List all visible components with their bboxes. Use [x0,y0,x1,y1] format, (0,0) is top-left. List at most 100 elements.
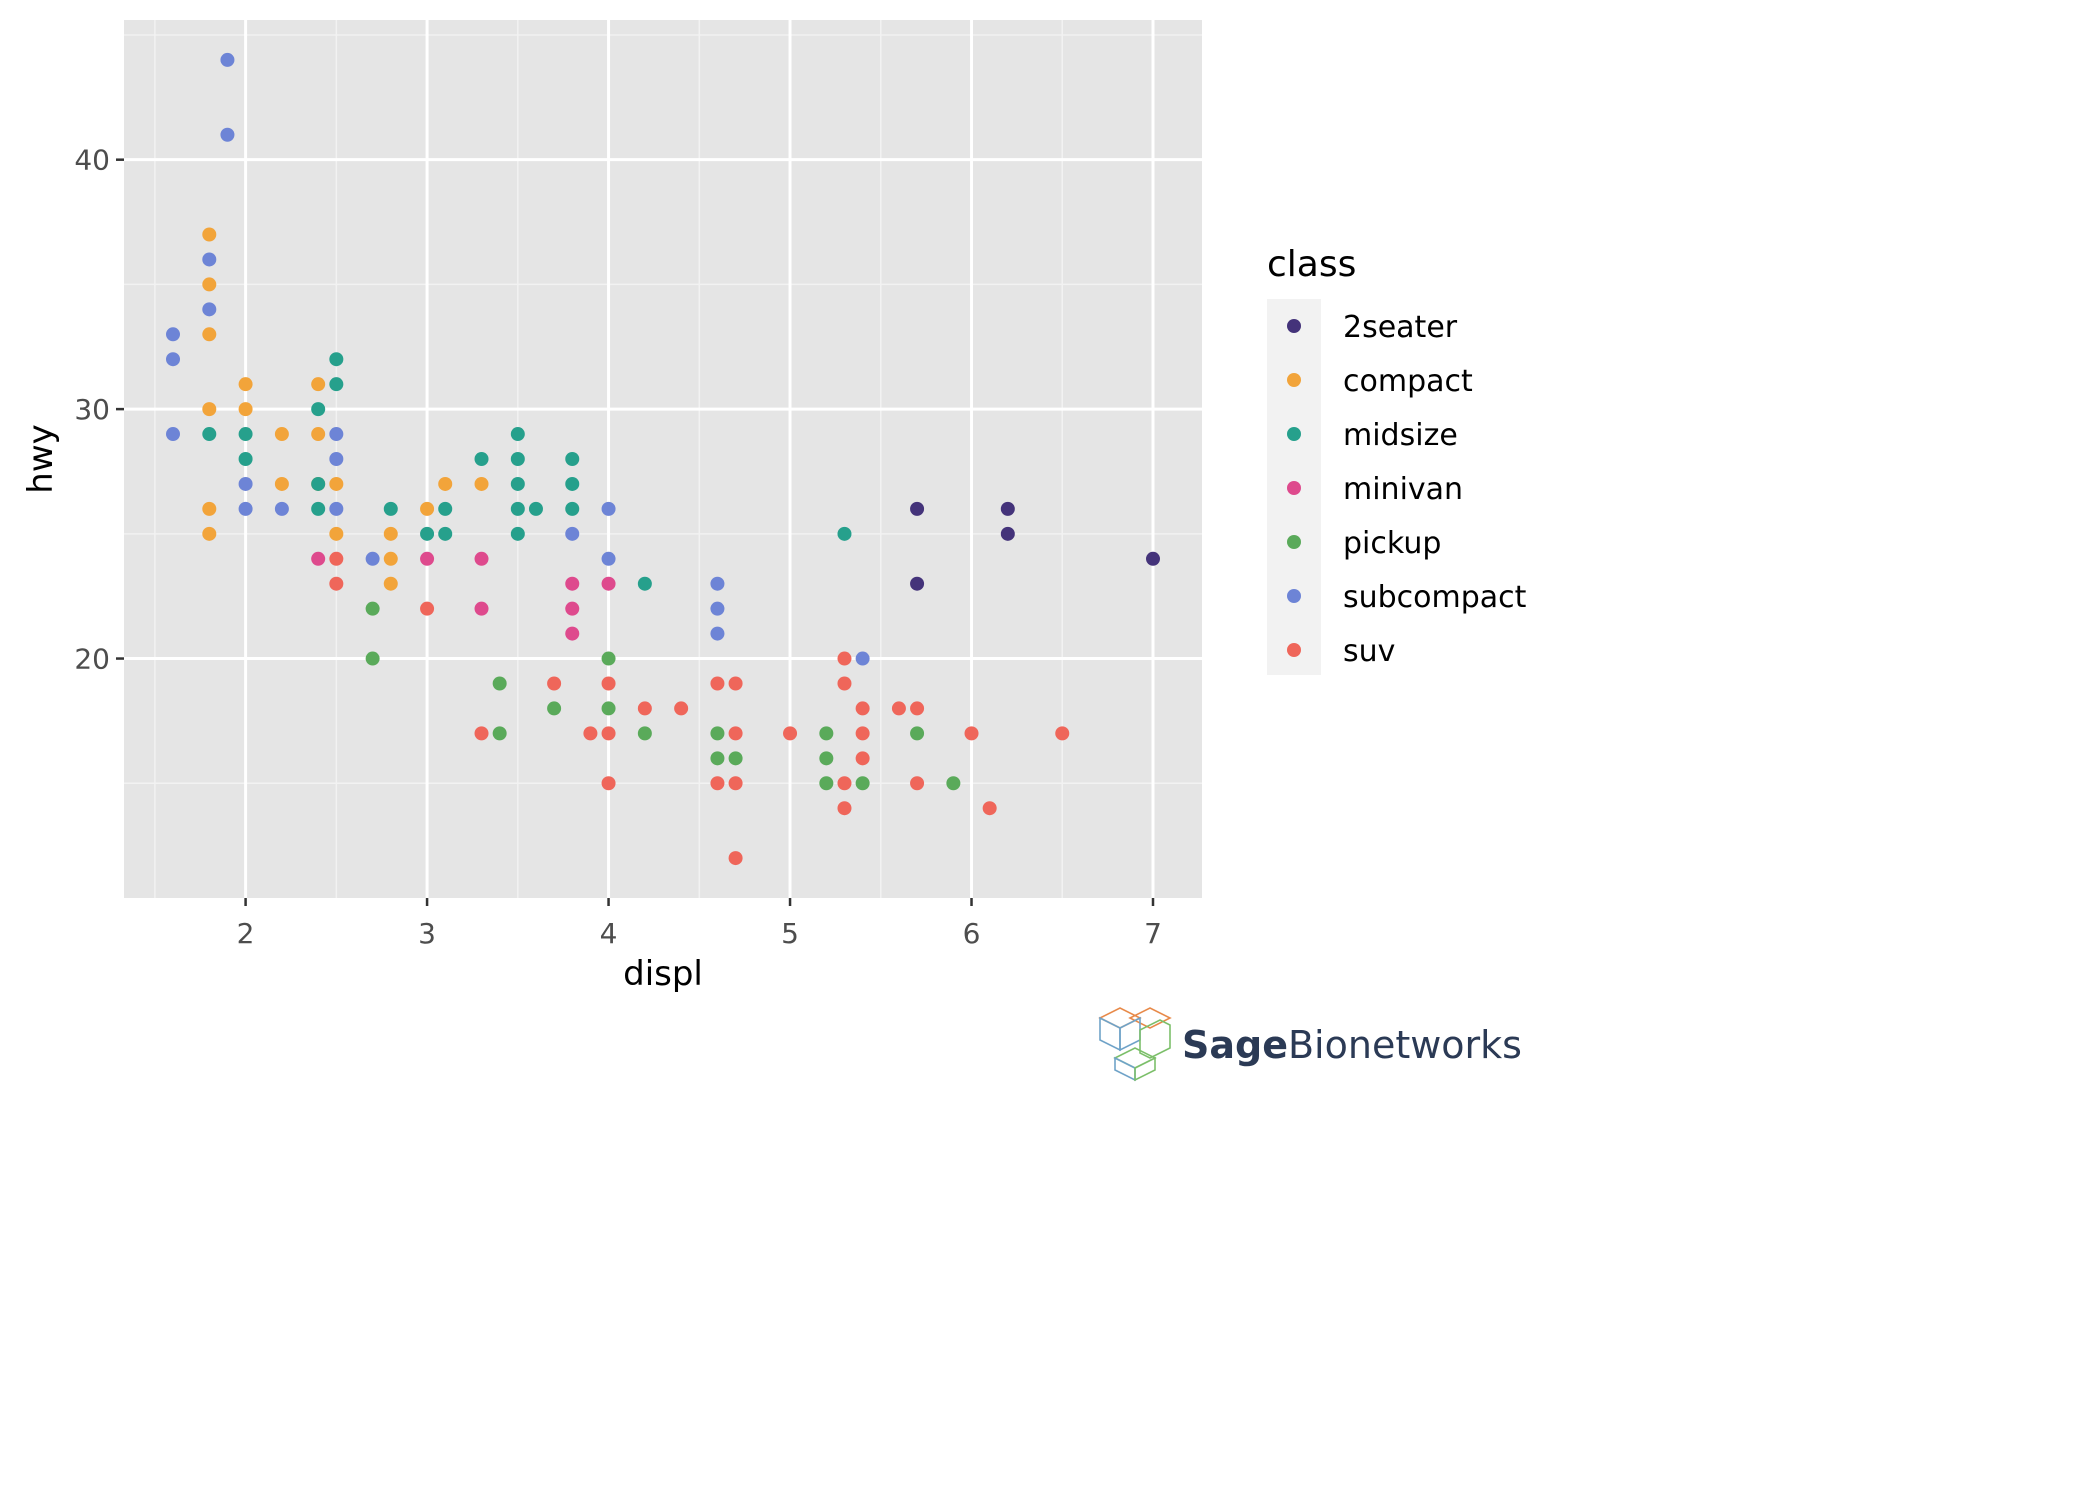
legend-label-compact: compact [1343,364,1473,399]
logo-text-light: Bionetworks [1288,1023,1522,1067]
point-subcompact [710,601,725,616]
point-suv [674,701,689,716]
point-compact [238,402,253,417]
point-minivan [565,601,580,616]
point-pickup [637,726,652,741]
point-pickup [819,776,834,791]
point-pickup [819,751,834,766]
point-subcompact [202,252,217,267]
point-suv [837,776,852,791]
legend-label-2seater: 2seater [1343,310,1458,345]
point-compact [274,476,289,491]
point-subcompact [365,551,380,566]
point-subcompact [220,127,235,142]
point-pickup [946,776,961,791]
point-compact [202,501,217,516]
point-pickup [710,726,725,741]
point-midsize [510,427,525,442]
legend-key-midsize [1287,427,1301,441]
point-minivan [474,551,489,566]
point-compact [383,526,398,541]
point-suv [891,701,906,716]
point-suv [547,676,562,691]
point-midsize [474,452,489,466]
point-suv [855,726,870,741]
point-suv [837,651,852,666]
point-suv [474,726,489,741]
point-suv [601,776,616,791]
point-midsize [565,476,580,491]
point-suv [982,801,997,816]
panel-background [124,20,1202,898]
point-compact [438,476,453,491]
sage-bionetworks-logo: SageBionetworks [1098,1007,1522,1082]
point-compact [202,402,217,417]
point-compact [202,277,217,292]
point-midsize [329,352,344,367]
point-pickup [601,701,616,716]
point-pickup [855,776,870,791]
legend-key-2seater [1287,319,1301,333]
legend-key-suv [1287,643,1301,657]
y-tick-label: 20 [74,643,110,676]
point-pickup [728,751,743,766]
point-suv [1055,726,1070,741]
point-suv [728,676,743,691]
point-suv [837,801,852,816]
point-compact [311,427,326,442]
axis-tick-labels: 2 3 4 5 6 7 20 30 40 [74,144,1162,950]
point-suv [601,726,616,741]
point-subcompact [601,551,616,566]
logo-text: SageBionetworks [1182,1023,1522,1067]
legend-key-compact [1287,373,1301,387]
point-subcompact [274,501,289,516]
point-midsize [837,526,852,541]
point-compact [329,476,344,491]
point-2seater [1000,501,1015,516]
x-tick-label: 4 [600,917,618,950]
point-subcompact [220,52,235,67]
legend-label-subcompact: subcompact [1343,580,1527,615]
point-subcompact [202,302,217,317]
point-midsize [329,377,344,392]
point-subcompact [710,576,725,591]
point-suv [910,776,925,791]
x-tick-label: 7 [1144,917,1162,950]
y-tick-label: 30 [74,393,110,426]
point-subcompact [329,452,344,466]
x-tick-label: 5 [781,917,799,950]
point-suv [910,701,925,716]
legend-label-midsize: midsize [1343,418,1458,453]
point-compact [329,526,344,541]
point-minivan [601,576,616,591]
point-pickup [365,601,380,616]
point-subcompact [166,352,180,367]
minor-gridlines [124,20,1202,898]
point-midsize [311,402,326,417]
point-pickup [365,651,380,666]
point-midsize [238,427,253,442]
point-midsize [637,576,652,591]
point-midsize [510,501,525,516]
point-minivan [474,601,489,616]
point-compact [311,377,326,392]
point-subcompact [166,427,180,442]
x-axis-title: displ [623,954,703,994]
point-compact [383,551,398,566]
point-midsize [565,501,580,516]
point-midsize [565,452,580,466]
legend-title: class [1267,244,1356,285]
axis-ticks [116,158,1155,906]
point-pickup [492,676,507,691]
point-suv [964,726,979,741]
legend-key-subcompact [1287,589,1301,603]
point-suv [329,551,344,566]
point-midsize [311,476,326,491]
point-pickup [492,726,507,741]
point-midsize [238,452,253,466]
point-midsize [311,501,326,516]
point-pickup [547,701,562,716]
point-suv [583,726,598,741]
point-pickup [819,726,834,741]
point-midsize [528,501,543,516]
